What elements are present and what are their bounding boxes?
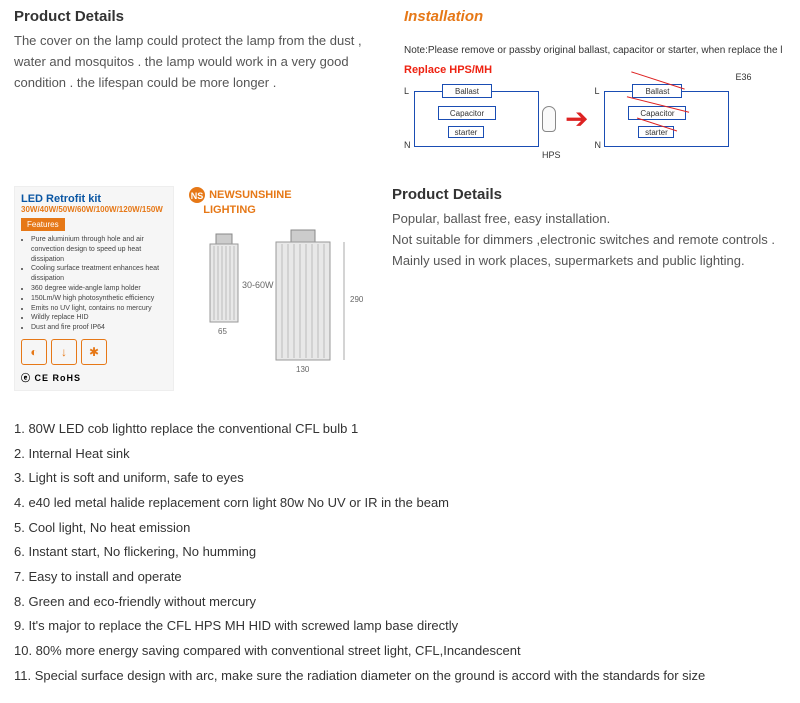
hps-bulb-icon: [542, 106, 556, 132]
beam-angle-icon: ◐: [21, 339, 47, 365]
dim-w1: 65: [218, 327, 227, 336]
retrofit-kit-card: LED Retrofit kit 30W/40W/50W/60W/100W/12…: [14, 186, 174, 391]
capacitor-box: Capacitor: [438, 106, 496, 120]
details2-line1: Popular, ballast free, easy installation…: [392, 209, 786, 230]
list-item: 10. 80% more energy saving compared with…: [14, 639, 786, 664]
starter-box: starter: [448, 126, 484, 138]
list-item: 6. Instant start, No flickering, No humm…: [14, 540, 786, 565]
list-item: Pure aluminium through hole and air conv…: [31, 235, 167, 264]
lamp-svg: 65 130 290 30-60W: [188, 216, 378, 376]
replace-hps-label: Replace HPS/MH: [404, 64, 786, 76]
dim-h: 290: [350, 295, 364, 304]
list-item: Dust and fire proof IP64: [31, 323, 167, 333]
no-fan-icon: ✱: [81, 339, 107, 365]
numbered-feature-list: 1. 80W LED cob lightto replace the conve…: [0, 417, 800, 703]
list-item: 8. Green and eco-friendly without mercur…: [14, 590, 786, 615]
light-down-icon: ↓: [51, 339, 77, 365]
dim-w2: 130: [296, 365, 310, 374]
circuit-before: L N Ballast Capacitor starter HPS: [404, 78, 559, 158]
list-item: 5. Cool light, No heat emission: [14, 516, 786, 541]
list-item: 360 degree wide-angle lamp holder: [31, 284, 167, 294]
ballast-box: Ballast: [442, 84, 492, 98]
lamp-dimensions-figure: NS NEWSUNSHINE LIGHTING 65 130: [188, 186, 378, 391]
features-badge: Features: [21, 218, 65, 231]
label-L: L: [404, 86, 409, 96]
list-item: Emits no UV light, contains no mercury: [31, 304, 167, 314]
retrofit-feature-list: Pure aluminium through hole and air conv…: [21, 235, 167, 333]
retrofit-title: LED Retrofit kit: [21, 193, 167, 205]
list-item: 2. Internal Heat sink: [14, 442, 786, 467]
details2-line3: Mainly used in work places, supermarkets…: [392, 251, 786, 272]
svg-text:NS: NS: [191, 191, 204, 201]
installation-heading: Installation: [404, 8, 786, 25]
range-label: 30-60W: [242, 280, 274, 290]
e36-label: E36: [735, 72, 751, 82]
brand-line2: LIGHTING: [203, 204, 256, 216]
arrow-icon: ➔: [565, 102, 588, 135]
product-details-heading-1: Product Details: [14, 8, 384, 25]
details2-line2: Not suitable for dimmers ,electronic swi…: [392, 230, 786, 251]
list-item: Cooling surface treatment enhances heat …: [31, 264, 167, 284]
ns-logo-icon: NS: [188, 186, 206, 204]
list-item: 3. Light is soft and uniform, safe to ey…: [14, 466, 786, 491]
list-item: 7. Easy to install and operate: [14, 565, 786, 590]
list-item: 9. It's major to replace the CFL HPS MH …: [14, 614, 786, 639]
label-N: N: [404, 140, 411, 150]
wiring-diagram: L N Ballast Capacitor starter HPS ➔ E36: [404, 78, 786, 158]
installation-note: Note:Please remove or passby original ba…: [404, 45, 786, 56]
cert-logos: ⓔ CE RoHS: [21, 371, 167, 384]
product-details-heading-2: Product Details: [392, 186, 786, 203]
list-item: 4. e40 led metal halide replacement corn…: [14, 491, 786, 516]
hps-label: HPS: [542, 150, 561, 160]
list-item: Wildly replace HID: [31, 313, 167, 323]
list-item: 1. 80W LED cob lightto replace the conve…: [14, 417, 786, 442]
circuit-after: E36 L N Ballast Capacitor starter: [594, 78, 749, 158]
brand-line1: NEWSUNSHINE: [209, 189, 292, 201]
retrofit-watt-list: 30W/40W/50W/60W/100W/120W/150W: [21, 205, 167, 214]
list-item: 11. Special surface design with arc, mak…: [14, 664, 786, 689]
product-details-body-1: The cover on the lamp could protect the …: [14, 31, 384, 93]
list-item: 150Lm/W high photosynthetic efficiency: [31, 294, 167, 304]
